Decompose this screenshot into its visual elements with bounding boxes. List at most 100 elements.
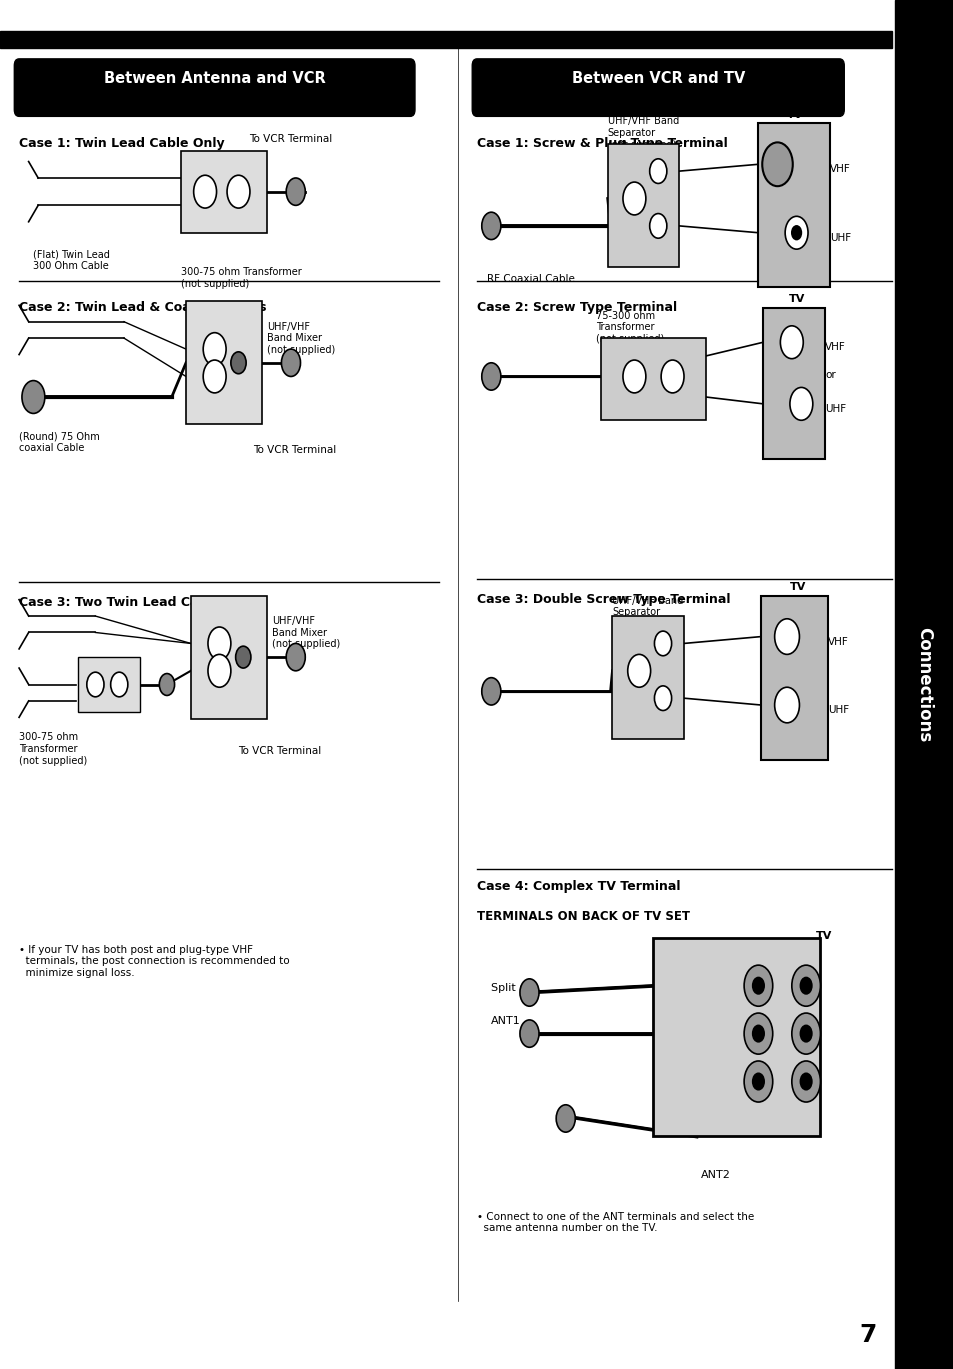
Circle shape <box>556 1105 575 1132</box>
Circle shape <box>622 360 645 393</box>
Text: Case 1: Screw & Plug Type Terminal: Case 1: Screw & Plug Type Terminal <box>476 137 727 149</box>
Text: 300-75 ohm
Transformer
(not supplied): 300-75 ohm Transformer (not supplied) <box>19 732 88 765</box>
Text: TV: TV <box>788 294 804 304</box>
Text: UHF: UHF <box>824 404 845 413</box>
Circle shape <box>752 1025 763 1042</box>
Bar <box>894 0 953 1369</box>
Circle shape <box>286 178 305 205</box>
Text: or: or <box>824 370 835 379</box>
FancyBboxPatch shape <box>14 59 415 116</box>
Text: (Round) 75 Ohm
coaxial Cable: (Round) 75 Ohm coaxial Cable <box>19 431 100 453</box>
Bar <box>600 338 705 420</box>
Text: UHF/VHF
Band Mixer
(not supplied): UHF/VHF Band Mixer (not supplied) <box>272 616 340 649</box>
Text: 7: 7 <box>859 1322 876 1347</box>
Circle shape <box>800 1025 811 1042</box>
Circle shape <box>791 1061 820 1102</box>
Circle shape <box>208 654 231 687</box>
Text: Case 2: Twin Lead & Coaxial Cables: Case 2: Twin Lead & Coaxial Cables <box>19 301 266 314</box>
Circle shape <box>286 643 305 671</box>
Circle shape <box>774 619 799 654</box>
Circle shape <box>208 627 231 660</box>
Circle shape <box>159 674 174 695</box>
Circle shape <box>791 226 801 240</box>
Circle shape <box>281 349 300 376</box>
Circle shape <box>654 631 671 656</box>
FancyBboxPatch shape <box>472 59 843 116</box>
Text: ANT2: ANT2 <box>700 1170 730 1180</box>
Text: UHF: UHF <box>829 233 850 242</box>
Text: To VCR Terminal: To VCR Terminal <box>249 134 333 144</box>
Circle shape <box>519 979 538 1006</box>
Text: UHF/VHF Band
Separator
(not supplied): UHF/VHF Band Separator (not supplied) <box>607 116 679 149</box>
Bar <box>0 31 891 48</box>
Circle shape <box>111 672 128 697</box>
Text: UHF: UHF <box>827 705 848 715</box>
Text: RF Coaxial Cable: RF Coaxial Cable <box>486 274 574 283</box>
Circle shape <box>627 654 650 687</box>
Bar <box>758 123 829 287</box>
Circle shape <box>649 159 666 183</box>
Text: Connections: Connections <box>915 627 932 742</box>
Bar <box>612 616 683 739</box>
Circle shape <box>761 142 792 186</box>
Text: VHF: VHF <box>824 342 845 352</box>
Circle shape <box>752 977 763 994</box>
Text: • If your TV has both post and plug-type VHF
  terminals, the post connection is: • If your TV has both post and plug-type… <box>19 945 290 977</box>
Text: ANT1: ANT1 <box>491 1016 520 1025</box>
Bar <box>191 596 267 719</box>
Circle shape <box>743 965 772 1006</box>
Bar <box>762 308 824 459</box>
Circle shape <box>227 175 250 208</box>
Circle shape <box>22 381 45 413</box>
Text: 300-75 ohm Transformer
(not supplied): 300-75 ohm Transformer (not supplied) <box>181 267 302 289</box>
Bar <box>186 301 262 424</box>
Circle shape <box>231 352 246 374</box>
Circle shape <box>481 212 500 240</box>
Bar <box>181 151 267 233</box>
Circle shape <box>791 965 820 1006</box>
Circle shape <box>800 977 811 994</box>
Circle shape <box>800 1073 811 1090</box>
Circle shape <box>519 1020 538 1047</box>
Text: VHF: VHF <box>829 164 850 174</box>
Circle shape <box>481 363 500 390</box>
Circle shape <box>654 686 671 711</box>
Text: To VCR Terminal: To VCR Terminal <box>238 746 321 756</box>
Circle shape <box>481 678 500 705</box>
Circle shape <box>203 360 226 393</box>
Text: Between VCR and TV: Between VCR and TV <box>571 71 744 85</box>
Circle shape <box>780 326 802 359</box>
Circle shape <box>660 360 683 393</box>
Text: Split out: Split out <box>491 983 537 993</box>
Text: (Flat) Twin Lead
300 Ohm Cable: (Flat) Twin Lead 300 Ohm Cable <box>33 249 111 271</box>
Text: • Connect to one of the ANT terminals and select the
  same antenna number on th: • Connect to one of the ANT terminals an… <box>476 1212 754 1233</box>
Circle shape <box>774 687 799 723</box>
Text: TERMINALS ON BACK OF TV SET: TERMINALS ON BACK OF TV SET <box>476 910 689 923</box>
Bar <box>653 938 820 1136</box>
Text: TV: TV <box>789 582 805 591</box>
Circle shape <box>649 214 666 238</box>
Text: UHF/VHF
Band Mixer
(not supplied): UHF/VHF Band Mixer (not supplied) <box>267 322 335 355</box>
Text: Case 2: Screw Type Terminal: Case 2: Screw Type Terminal <box>476 301 677 314</box>
Bar <box>607 144 679 267</box>
Circle shape <box>791 1013 820 1054</box>
Circle shape <box>193 175 216 208</box>
Text: TV: TV <box>815 931 831 941</box>
Circle shape <box>235 646 251 668</box>
Circle shape <box>784 216 807 249</box>
Circle shape <box>752 1073 763 1090</box>
Text: UHF/VHF Band
Separator
(not supplied): UHF/VHF Band Separator (not supplied) <box>612 596 683 628</box>
Circle shape <box>789 387 812 420</box>
Circle shape <box>203 333 226 366</box>
Text: TV: TV <box>786 110 802 119</box>
Text: Between Antenna and VCR: Between Antenna and VCR <box>104 71 325 85</box>
Circle shape <box>87 672 104 697</box>
Text: VHF: VHF <box>827 637 848 646</box>
Circle shape <box>743 1061 772 1102</box>
Circle shape <box>743 1013 772 1054</box>
Text: 75-300 ohm
Transformer
(not supplied): 75-300 ohm Transformer (not supplied) <box>596 311 664 344</box>
Text: Case 3: Double Screw Type Terminal: Case 3: Double Screw Type Terminal <box>476 593 730 605</box>
Text: Case 4: Complex TV Terminal: Case 4: Complex TV Terminal <box>476 880 679 893</box>
Text: Case 3: Two Twin Lead Cables: Case 3: Two Twin Lead Cables <box>19 596 227 608</box>
Text: To VCR Terminal: To VCR Terminal <box>253 445 335 455</box>
